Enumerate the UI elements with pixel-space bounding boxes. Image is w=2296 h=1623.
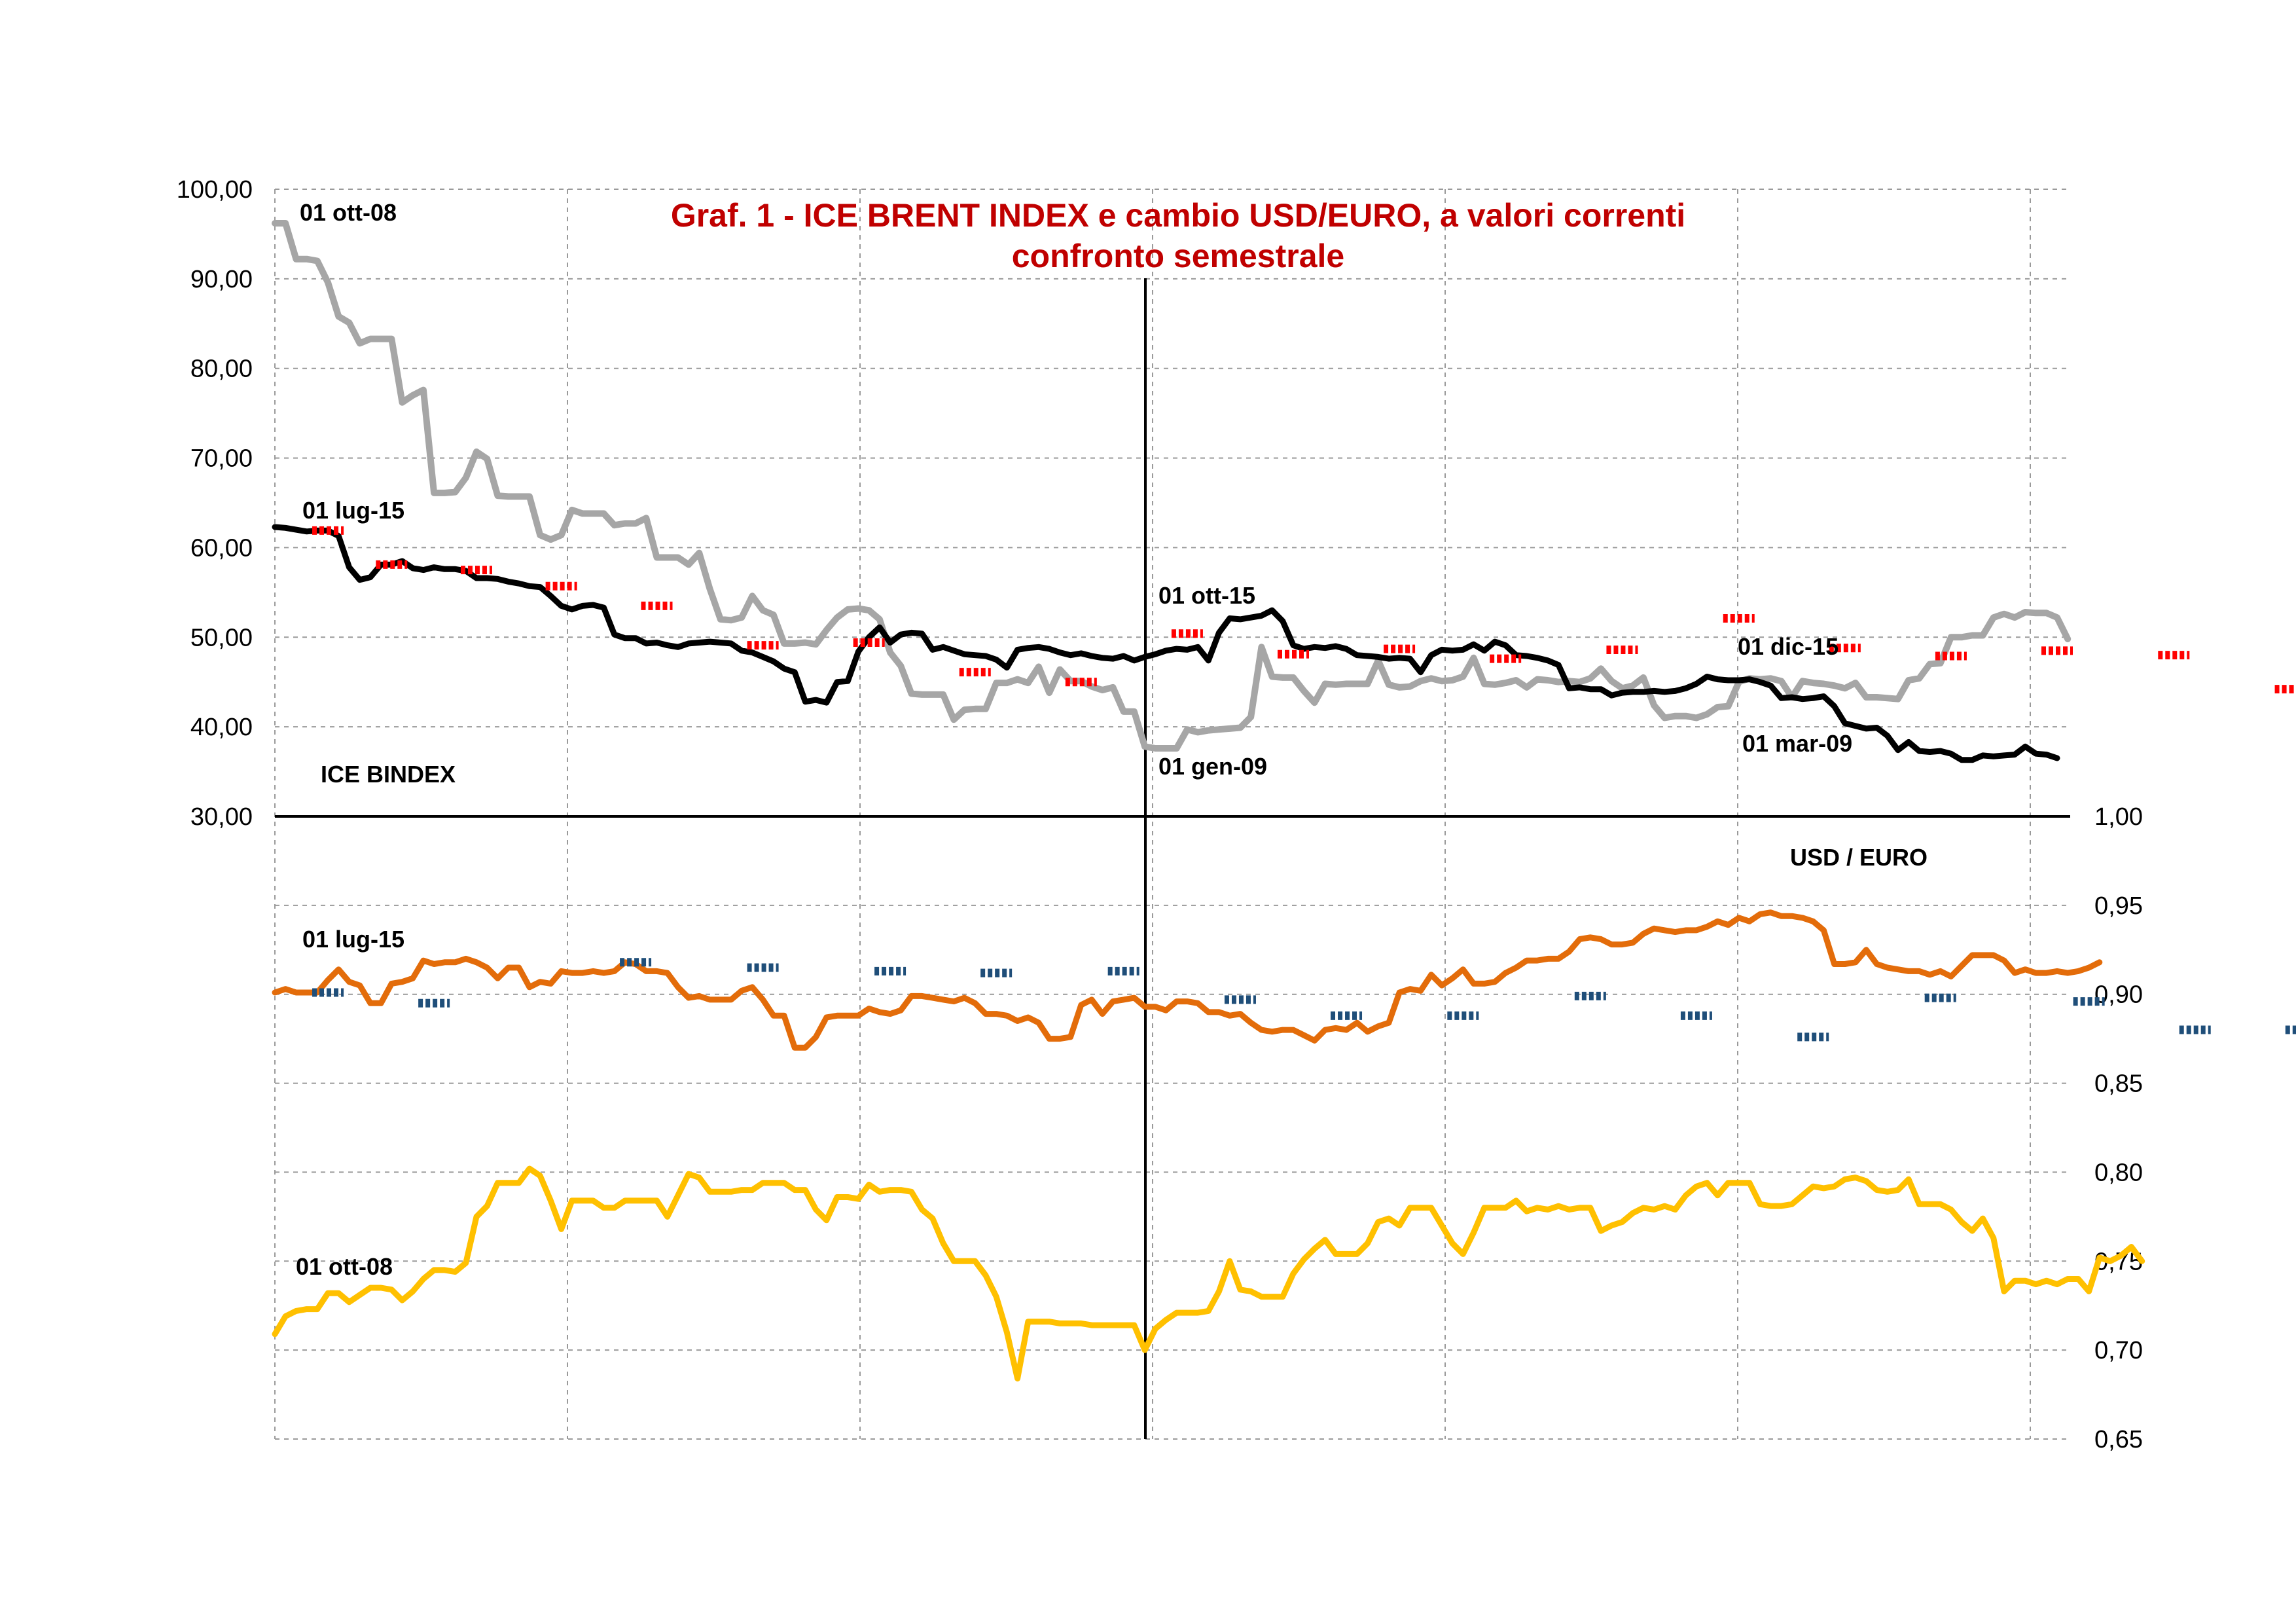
lower-tick-label: 0,70 <box>2094 1337 2143 1364</box>
labels: Graf. 1 - ICE BRENT INDEX e cambio USD/E… <box>296 197 1928 1280</box>
upper-tick-label: 70,00 <box>190 445 253 473</box>
axes: 30,00 40,00 50,00 60,00 70,00 80,00 90,00 100,0… <box>177 176 2143 1453</box>
lower-tick-label: 0,85 <box>2094 1070 2143 1098</box>
upper-tick-label: 100,00 <box>177 176 253 204</box>
lower-axis-label: USD / EURO <box>1790 844 1928 871</box>
annotation-brent-2008-mid: 01 gen-09 <box>1158 753 1267 780</box>
lower-tick-label: 0,90 <box>2094 981 2143 1009</box>
lower-tick-label: 0,95 <box>2094 892 2143 920</box>
upper-tick-label: 50,00 <box>190 624 253 651</box>
annotation-brent-2015-end: 01 dic-15 <box>1738 633 1839 660</box>
lower-tick-label: 0,80 <box>2094 1159 2143 1186</box>
annotation-fx-2015-start: 01 lug-15 <box>302 926 404 953</box>
annotation-fx-2008-start: 01 ott-08 <box>296 1253 393 1280</box>
upper-tick-label: 60,00 <box>190 534 253 562</box>
markers <box>312 526 2296 1042</box>
annotation-brent-2015-mid: 01 ott-15 <box>1158 582 1255 609</box>
upper-tick-label: 80,00 <box>190 356 253 383</box>
annotation-brent-2015-start: 01 lug-15 <box>302 497 404 524</box>
lower-tick-label: 1,00 <box>2094 803 2143 831</box>
grid <box>274 189 2070 1440</box>
series-fx-2015 <box>272 909 2103 1051</box>
series-brent-2015 <box>272 524 2060 763</box>
chart-title-line1: Graf. 1 - ICE BRENT INDEX e cambio USD/E… <box>671 197 1685 234</box>
upper-axis-label: ICE BINDEX <box>321 761 456 788</box>
annotation-brent-2008-end: 01 mar-09 <box>1742 730 1852 757</box>
series-brent-2008 <box>272 220 2072 752</box>
upper-tick-label: 30,00 <box>190 803 253 831</box>
series-fx-2008 <box>272 1165 2145 1382</box>
series <box>272 220 2145 1382</box>
lower-tick-label: 0,65 <box>2094 1426 2143 1453</box>
annotation-brent-2008-start: 01 ott-08 <box>300 199 397 226</box>
upper-tick-label: 40,00 <box>190 714 253 741</box>
upper-tick-label: 90,00 <box>190 266 253 293</box>
chart-title-line2: confronto semestrale <box>1012 238 1344 274</box>
